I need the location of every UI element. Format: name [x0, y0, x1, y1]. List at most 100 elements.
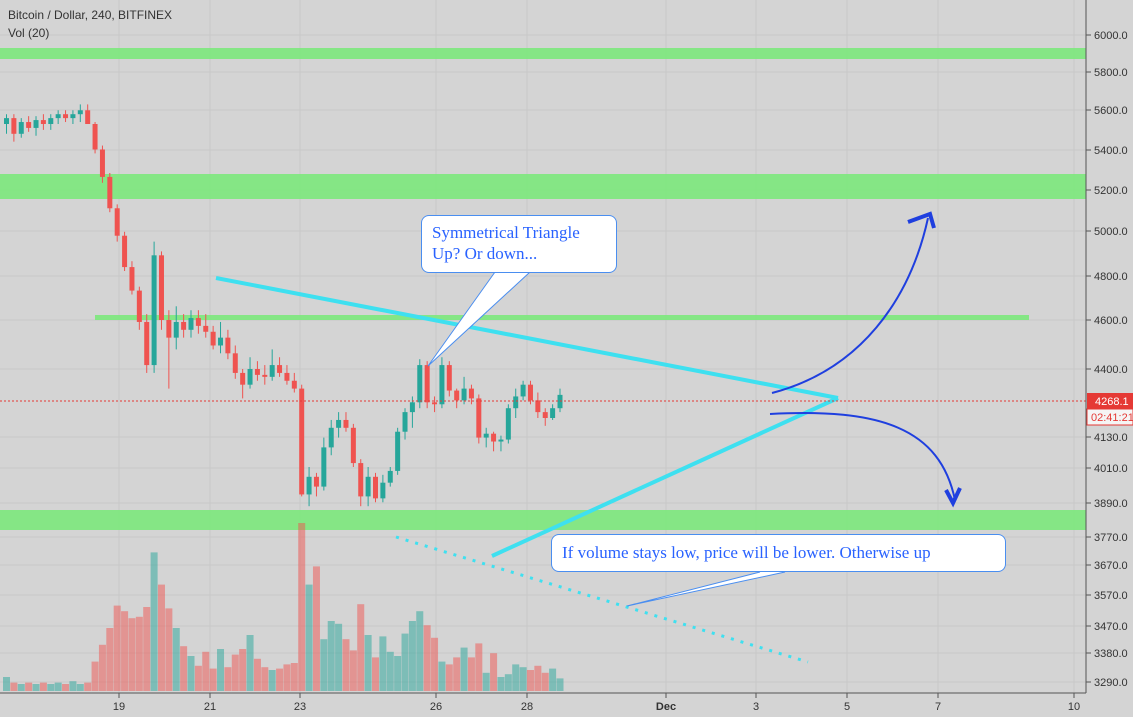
triangle-upper-trendline [215, 276, 839, 400]
volume-bar [438, 661, 446, 691]
candle-body [129, 267, 135, 291]
price-tick-label: 3670.0 [1094, 560, 1128, 572]
volume-bar [335, 623, 343, 691]
volume-bar [342, 639, 350, 691]
triangle-lower-trendline [491, 396, 839, 558]
price-tick-label: 3570.0 [1094, 590, 1128, 602]
volume-bar [209, 668, 217, 691]
triangle-note[interactable]: Symmetrical Triangle Up? Or down... [421, 215, 617, 273]
candle-body [491, 433, 497, 442]
volume-bar [76, 684, 84, 691]
candle-body [557, 394, 563, 409]
volume-bar [394, 656, 402, 691]
candle-body [527, 384, 533, 401]
volume-bar [69, 681, 77, 691]
candle-body [424, 365, 430, 403]
volume-bar [423, 625, 431, 691]
candle-body [513, 396, 519, 409]
last-price-label: 4268.1 [1095, 396, 1129, 408]
candle-body [550, 408, 556, 418]
volume-bar [3, 677, 10, 691]
volume-bar [253, 658, 261, 691]
price-tick-label: 5800.0 [1094, 67, 1128, 79]
drawings[interactable] [0, 211, 1086, 664]
volume-note-pointer [626, 571, 786, 607]
support-resistance-zones [0, 48, 1086, 530]
candle-body [11, 118, 17, 134]
candle-body [520, 384, 526, 397]
candle-body [33, 120, 39, 128]
volume-bar [490, 653, 498, 691]
volume-bar [519, 667, 527, 691]
candle-body [446, 365, 452, 391]
candle-body [136, 290, 142, 322]
candle-body [505, 408, 511, 440]
volume-indicator-label[interactable]: Vol (20) [8, 26, 50, 40]
candle-body [373, 476, 378, 499]
volume-dotted-trendline [395, 535, 809, 664]
volume-note-text: If volume stays low, price will be lower… [562, 543, 931, 562]
candle-body [63, 114, 69, 119]
volume-bar [305, 584, 313, 691]
time-tick-label: 5 [844, 701, 850, 713]
candle-body [299, 388, 305, 495]
price-tick-label: 4600.0 [1094, 315, 1128, 327]
time-tick-label: 28 [521, 701, 533, 713]
volume-bar [445, 664, 453, 691]
candle-body [151, 255, 157, 366]
volume-bar [298, 523, 306, 691]
volume-bar [467, 657, 475, 691]
volume-bar [482, 672, 490, 691]
candle-body [380, 482, 386, 499]
candle-body [387, 470, 393, 483]
candle-body [461, 388, 467, 401]
last-price-badge [1087, 393, 1133, 409]
candle-body [77, 110, 83, 115]
price-axis-bg [1086, 0, 1133, 693]
candle-body [48, 118, 54, 124]
time-tick-label: 23 [294, 701, 306, 713]
countdown-label: 02:41:21 [1091, 412, 1133, 424]
volume-bar [239, 649, 247, 691]
candle-body [4, 118, 9, 124]
volume-bar [202, 651, 210, 691]
zone-6000 [0, 48, 1086, 59]
volume-bar [54, 682, 62, 691]
time-axis[interactable]: 19 21 23 26 28 Dec 3 5 7 10 [0, 692, 1133, 717]
chart-title: Bitcoin / Dollar, 240, BITFINEX [8, 8, 173, 22]
candle-body [158, 255, 164, 320]
price-axis[interactable]: 6000.0 5800.0 5600.0 5400.0 5200.0 5000.0 4800… [1085, 0, 1133, 693]
volume-bar [364, 635, 372, 691]
time-tick-label: 10 [1068, 701, 1080, 713]
candle-body [277, 365, 283, 373]
time-tick-label: Dec [656, 701, 676, 713]
zone-3800 [0, 510, 1086, 530]
volume-bar [231, 654, 239, 691]
candle-body [247, 369, 253, 385]
volume-bar [416, 611, 424, 691]
candle-body [18, 122, 24, 134]
volume-bar [10, 682, 18, 691]
candle-body [232, 353, 238, 373]
candle-body [99, 149, 105, 177]
volume-bar [224, 667, 232, 691]
volume-bar [121, 611, 129, 691]
volume-bar [276, 668, 284, 691]
volume-bar [504, 674, 512, 691]
volume-bar [172, 628, 180, 691]
candle-body [55, 114, 61, 119]
time-tick-label: 19 [113, 701, 125, 713]
candle-body [321, 447, 327, 487]
volume-bar [84, 682, 92, 691]
price-tick-label: 5000.0 [1094, 226, 1128, 238]
volume-bar [113, 605, 121, 691]
volume-bar [312, 566, 320, 691]
candle-body [542, 412, 548, 418]
price-tick-label: 3470.0 [1094, 621, 1128, 633]
volume-note[interactable]: If volume stays low, price will be lower… [551, 534, 1006, 572]
price-tick-label: 5400.0 [1094, 145, 1128, 157]
volume-bar [453, 657, 461, 691]
volume-bar [431, 637, 439, 691]
candle-body [417, 365, 423, 403]
